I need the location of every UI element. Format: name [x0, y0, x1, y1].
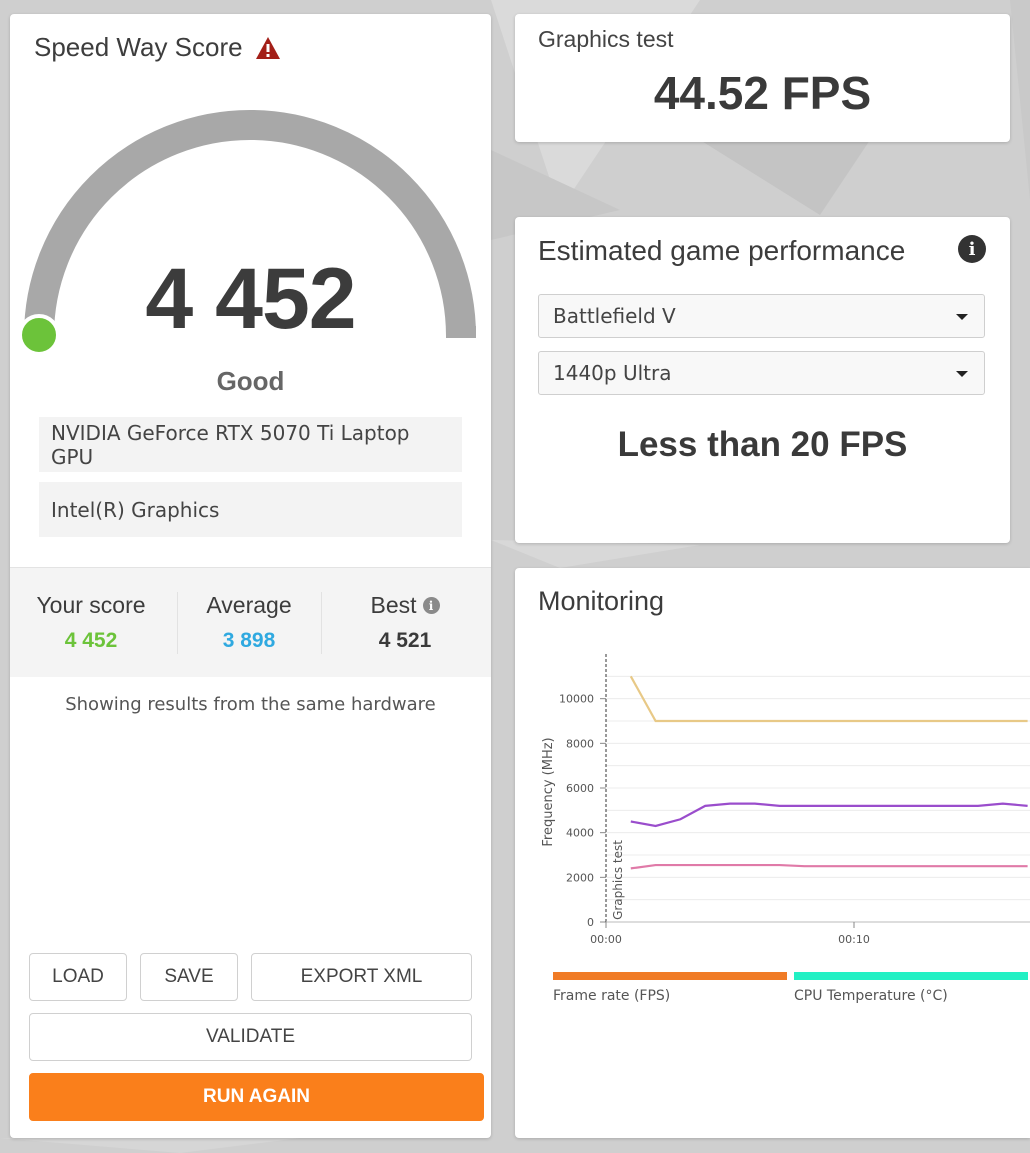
your-score-value: 4 452	[64, 629, 118, 652]
game-select-value: Battlefield V	[553, 304, 676, 328]
legend-label: CPU Temperature (°C)	[794, 988, 948, 1004]
legend-swatch	[794, 972, 1028, 980]
graphics-test-annotation: Graphics test	[611, 840, 625, 920]
graphics-test-fps: 44.52 FPS	[653, 67, 872, 119]
score-title-text: Speed Way Score	[34, 32, 243, 62]
save-button[interactable]: SAVE	[140, 953, 238, 1001]
estimate-title: Estimated game performance	[538, 235, 906, 266]
preset-select-value: 1440p Ultra	[553, 361, 672, 385]
best-label-row: Best i	[340, 592, 470, 619]
monitoring-card: Monitoring 0 2000 4000 6000 8000 10000 Frequen…	[515, 568, 1030, 1138]
series-line-0	[629, 675, 1028, 723]
score-comparison: Your score 4 452 Average 3 898 Best i 4 …	[10, 567, 491, 677]
y-tick-label: 0	[587, 916, 594, 929]
graphics-test-card: Graphics test 44.52 FPS	[515, 14, 1010, 142]
info-icon[interactable]: i	[422, 597, 440, 614]
hardware-igpu: Intel(R) Graphics	[39, 482, 462, 537]
hardware-gpu: NVIDIA GeForce RTX 5070 Ti Laptop GPU	[39, 417, 462, 472]
score-rating: Good	[216, 366, 285, 396]
validate-button[interactable]: VALIDATE	[29, 1013, 472, 1061]
score-value: 4 452	[145, 251, 356, 347]
monitoring-chart: 0 2000 4000 6000 8000 10000 Frequency (MHz) Gra…	[541, 654, 1030, 946]
y-tick-label: 4000	[566, 827, 594, 840]
info-icon[interactable]: i	[958, 235, 986, 263]
score-gauge	[18, 110, 476, 356]
gauge-arc	[24, 110, 476, 337]
your-score-column: Your score 4 452	[28, 592, 154, 653]
score-title: Speed Way Score	[34, 32, 281, 63]
average-column: Average 3 898	[190, 592, 308, 653]
graphics-test-title: Graphics test	[538, 26, 674, 52]
gauge-indicator	[18, 314, 60, 356]
y-tick-label: 2000	[566, 871, 594, 884]
divider	[177, 592, 178, 654]
load-button[interactable]: LOAD	[29, 953, 127, 1001]
your-score-label: Your score	[36, 592, 146, 618]
x-tick-label: 00:10	[838, 933, 870, 946]
score-card: Speed Way Score 4 452 Good NVIDIA GeForc…	[10, 14, 491, 1138]
average-value: 3 898	[222, 629, 276, 652]
y-tick-label: 8000	[566, 737, 594, 750]
best-label: Best	[370, 592, 417, 618]
best-column: Best i 4 521	[340, 592, 470, 653]
game-select[interactable]: Battlefield V	[538, 294, 985, 338]
y-tick-label: 6000	[566, 782, 594, 795]
divider	[321, 592, 322, 654]
y-tick-label: 10000	[559, 693, 594, 706]
legend-cpu-temperature[interactable]: CPU Temperature (°C)	[794, 972, 1028, 1004]
best-value: 4 521	[378, 629, 432, 652]
export-xml-button[interactable]: EXPORT XML	[251, 953, 472, 1001]
y-axis-label: Frequency (MHz)	[541, 737, 556, 846]
estimate-result: Less than 20 FPS	[617, 425, 908, 464]
monitoring-title: Monitoring	[538, 586, 665, 616]
results-note: Showing results from the same hardware	[65, 694, 436, 715]
x-tick-label: 00:00	[590, 933, 622, 946]
chevron-down-icon	[956, 371, 968, 377]
series-line-2	[630, 863, 1028, 870]
legend-label: Frame rate (FPS)	[553, 988, 671, 1004]
warning-triangle-icon[interactable]	[255, 36, 281, 60]
legend-swatch	[553, 972, 787, 980]
run-again-button[interactable]: RUN AGAIN	[29, 1073, 484, 1121]
average-label: Average	[206, 592, 292, 618]
estimated-performance-card: Estimated game performance i Battlefield…	[515, 217, 1010, 543]
chevron-down-icon	[956, 314, 968, 320]
legend-frame-rate[interactable]: Frame rate (FPS)	[553, 972, 787, 1004]
series-line-1	[630, 802, 1028, 828]
preset-select[interactable]: 1440p Ultra	[538, 351, 985, 395]
